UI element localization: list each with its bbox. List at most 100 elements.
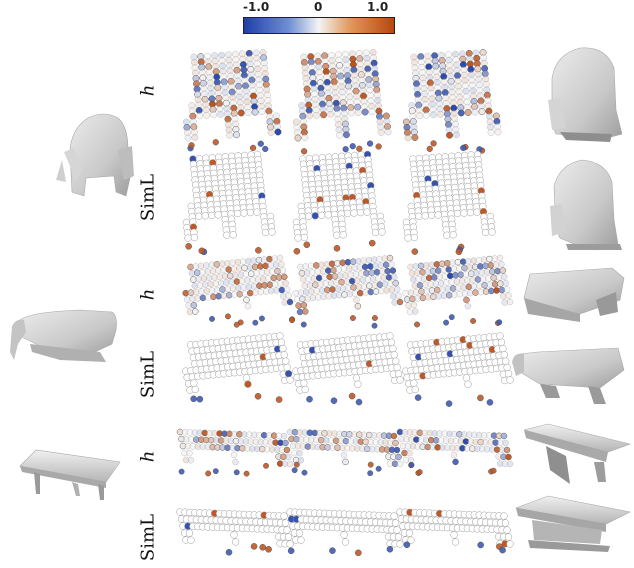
siml-point <box>201 212 209 220</box>
h-point <box>285 292 292 299</box>
h-point <box>396 298 404 306</box>
h-point <box>384 128 392 136</box>
siml-point <box>280 512 288 520</box>
siml-point <box>356 208 365 217</box>
siml-point <box>499 546 506 554</box>
siml-point <box>411 385 419 394</box>
h-point <box>430 111 438 119</box>
output-armchair-1 <box>548 47 623 142</box>
siml-point <box>391 519 400 527</box>
h-point <box>282 279 289 287</box>
siml-point <box>305 212 313 220</box>
siml-point <box>214 211 222 219</box>
h-panel-bench-7 <box>289 254 404 329</box>
siml-point <box>355 398 363 406</box>
h-point <box>187 456 195 464</box>
h-point <box>186 449 193 457</box>
h-point <box>503 446 511 454</box>
siml-point <box>329 547 336 554</box>
siml-point <box>300 233 309 242</box>
siml-point <box>187 536 195 544</box>
siml-point <box>253 208 261 216</box>
output-table-1 <box>523 423 632 484</box>
colorbar-max-label: 1.0 <box>367 0 389 14</box>
siml-point <box>230 531 238 539</box>
h-point <box>190 301 198 309</box>
h-point <box>286 460 294 468</box>
h-point <box>391 273 398 281</box>
siml-point <box>246 208 255 217</box>
h-point <box>184 134 192 142</box>
h-point <box>388 261 395 268</box>
siml-point <box>421 212 429 220</box>
h-panel-chair-2 <box>402 49 502 154</box>
output-table-2 <box>514 495 631 552</box>
siml-panel-table-16 <box>286 508 404 557</box>
colorbar-gradient <box>243 17 395 34</box>
siml-point <box>190 395 197 403</box>
h-point <box>375 143 382 150</box>
siml-point <box>286 376 294 384</box>
h-point <box>505 292 512 299</box>
siml-point <box>190 379 198 387</box>
h-point <box>205 470 212 477</box>
siml-point <box>477 541 484 549</box>
h-point <box>302 308 309 315</box>
siml-point <box>415 212 423 220</box>
h-point <box>212 139 219 146</box>
siml-point <box>318 211 326 220</box>
h-point <box>500 432 508 440</box>
siml-point <box>500 351 508 359</box>
colorbar: -1.0 0 1.0 <box>243 0 395 36</box>
h-point <box>342 146 349 153</box>
h-point <box>340 451 348 459</box>
siml-point <box>306 395 313 403</box>
siml-point <box>259 543 267 551</box>
siml-point <box>428 211 436 220</box>
siml-point <box>355 549 362 557</box>
siml-panel-bench-10 <box>292 332 404 406</box>
output-bench-1 <box>523 267 625 322</box>
h-point <box>188 142 195 149</box>
h-panel-bench-6 <box>182 254 294 328</box>
h-point <box>392 439 399 447</box>
siml-point <box>311 212 319 220</box>
h-point <box>505 453 512 461</box>
h-point <box>448 314 455 321</box>
siml-point <box>404 234 412 242</box>
siml-panel-table-15 <box>176 508 294 556</box>
h-point <box>336 131 343 139</box>
h-point <box>506 460 514 468</box>
h-point <box>371 322 378 329</box>
siml-point <box>450 531 458 539</box>
siml-point <box>275 396 283 403</box>
h-point <box>354 302 362 310</box>
siml-point <box>343 209 352 218</box>
siml-point <box>280 351 288 359</box>
h-point <box>375 465 382 472</box>
siml-point <box>403 541 411 549</box>
siml-point <box>451 538 460 546</box>
h-point <box>276 254 284 262</box>
h-point <box>283 286 291 293</box>
siml-point <box>443 231 451 239</box>
siml-point <box>455 248 463 256</box>
h-point <box>244 302 252 310</box>
h-point <box>279 267 287 274</box>
siml-point <box>504 370 513 378</box>
siml-point <box>295 529 304 537</box>
h-point <box>411 134 419 141</box>
siml-point <box>506 540 514 548</box>
h-point <box>453 131 460 139</box>
siml-point <box>261 228 270 237</box>
siml-point <box>371 228 380 237</box>
siml-point <box>185 243 192 250</box>
siml-point <box>254 392 262 400</box>
siml-point <box>300 379 308 387</box>
h-point <box>342 458 349 466</box>
siml-point <box>185 529 194 537</box>
h-point <box>258 108 266 116</box>
siml-point <box>396 376 404 384</box>
siml-point <box>340 531 348 539</box>
